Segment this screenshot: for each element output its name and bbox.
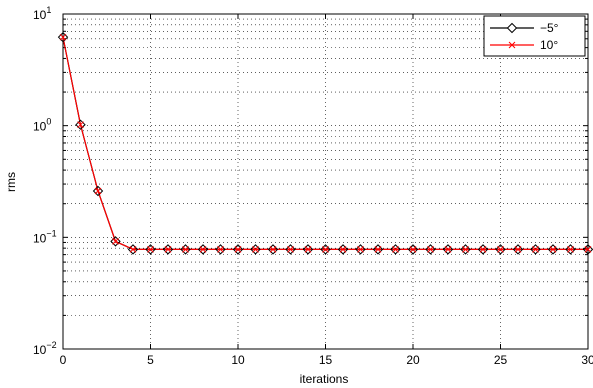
data-point-x	[94, 187, 102, 195]
data-point-x	[339, 246, 347, 253]
legend-label: 10°	[540, 38, 558, 52]
data-point-diamond	[582, 244, 593, 255]
data-point-x	[322, 246, 329, 253]
data-point-diamond	[302, 244, 314, 255]
x-tick-label: 10	[231, 353, 245, 367]
data-point-x	[129, 246, 137, 253]
data-point-x	[584, 246, 592, 253]
data-point-diamond	[390, 244, 401, 255]
data-point-diamond	[565, 244, 576, 255]
data-point-diamond	[180, 244, 191, 255]
data-point-x	[567, 246, 574, 253]
data-point-diamond	[512, 244, 524, 255]
x-tick-label: 15	[319, 353, 333, 367]
data-point-x	[147, 246, 154, 253]
data-point-diamond	[57, 31, 69, 43]
data-point-x	[514, 246, 522, 253]
data-point-x	[374, 246, 382, 253]
data-point-diamond	[232, 244, 244, 255]
data-point-x	[217, 246, 224, 253]
data-point-diamond	[110, 236, 121, 247]
data-point-x	[549, 246, 557, 253]
data-point-x	[462, 246, 469, 253]
data-point-diamond	[215, 244, 226, 255]
data-point-x	[479, 246, 487, 253]
data-point-x	[112, 238, 119, 245]
y-tick-label: 101	[33, 5, 51, 22]
data-point-x	[269, 246, 277, 253]
y-tick-label: 10−1	[33, 228, 57, 245]
x-tick-label: 0	[60, 353, 67, 367]
series-line-0	[62, 37, 588, 250]
y-tick-label: 100	[33, 117, 51, 134]
data-point-x	[199, 246, 207, 253]
data-point-diamond	[197, 244, 209, 255]
data-point-diamond	[460, 244, 471, 255]
data-point-diamond	[285, 244, 296, 255]
grid	[63, 14, 588, 349]
data-point-diamond	[337, 244, 349, 255]
y-axis-label: rms	[4, 172, 18, 192]
data-point-diamond	[407, 244, 419, 255]
data-point-diamond	[145, 244, 156, 255]
data-point-diamond	[495, 244, 506, 255]
data-point-diamond	[355, 244, 366, 255]
data-point-diamond	[547, 244, 559, 255]
data-point-x	[234, 246, 242, 253]
data-point-x	[497, 246, 504, 253]
series-group	[57, 31, 593, 255]
data-point-diamond	[75, 119, 86, 130]
legend-marker-x	[508, 41, 516, 49]
legend-marker-diamond	[506, 22, 518, 34]
data-point-x	[164, 246, 172, 253]
data-point-x	[252, 246, 259, 253]
data-point-x	[532, 246, 539, 253]
data-point-diamond	[530, 244, 541, 255]
legend: −5°10°	[483, 15, 586, 57]
x-axis-label: iterations	[300, 372, 349, 386]
x-tick-label: 20	[406, 353, 420, 367]
x-tick-label: 5	[147, 353, 154, 367]
data-point-x	[392, 246, 399, 253]
data-point-x	[287, 246, 294, 253]
axis-ticks: 0 5 10 15 20 25 30 101 100 10−1 10−2	[33, 5, 593, 367]
data-point-diamond	[477, 244, 489, 255]
legend-box	[483, 15, 586, 57]
legend-label: −5°	[540, 21, 559, 35]
data-point-diamond	[372, 244, 384, 255]
data-point-diamond	[320, 244, 331, 255]
data-point-diamond	[250, 244, 261, 255]
data-point-x	[304, 246, 312, 253]
data-point-x	[427, 246, 434, 253]
x-tick-label: 25	[494, 353, 508, 367]
data-point-diamond	[127, 244, 139, 255]
data-point-diamond	[92, 185, 104, 197]
x-tick-label: 30	[581, 353, 593, 367]
data-point-x	[182, 246, 189, 253]
y-tick-label: 10−2	[33, 340, 57, 357]
data-point-x	[444, 246, 452, 253]
data-point-diamond	[425, 244, 436, 255]
data-point-x	[77, 121, 84, 129]
data-point-x	[59, 33, 67, 41]
data-point-x	[409, 246, 417, 253]
data-point-diamond	[267, 244, 279, 255]
series-line-1	[62, 37, 588, 250]
data-point-diamond	[442, 244, 454, 255]
data-point-diamond	[162, 244, 174, 255]
data-point-x	[357, 246, 364, 253]
